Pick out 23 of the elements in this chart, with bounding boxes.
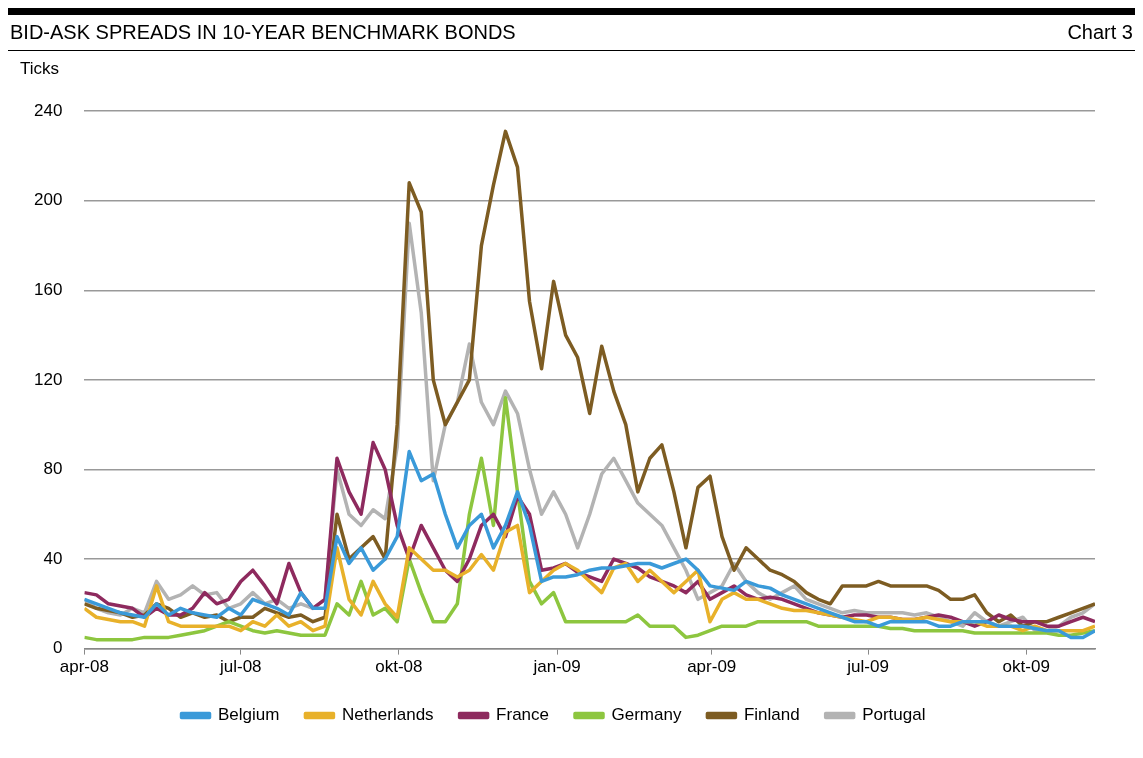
y-axis-title: Ticks [20,59,61,79]
y-tick-label: 40 [43,548,63,568]
y-tick-label: 200 [33,190,63,210]
legend-label: France [496,705,550,725]
y-tick-label: 0 [52,638,63,658]
x-tick-label: jan-09 [532,657,581,677]
x-tick-label: jul-09 [846,657,889,677]
legend-label: Finland [743,705,800,725]
legend-label: Portugal [862,705,926,725]
y-tick-label: 80 [43,459,63,479]
y-tick-label: 240 [33,100,63,120]
caption: Chart 3 [1067,21,1133,44]
legend-label: Belgium [218,705,280,725]
legend-label: Germany [611,705,682,725]
y-tick-label: 120 [33,369,63,389]
x-tick-label: jul-08 [218,657,262,677]
x-tick-label: okt-09 [1002,657,1050,677]
x-tick-label: apr-08 [59,657,109,677]
x-tick-label: okt-08 [375,657,423,677]
x-tick-label: apr-09 [687,657,737,677]
chart-title: BID-ASK SPREADS IN 10-YEAR BENCHMARK BONDS [10,21,516,44]
y-tick-label: 160 [33,280,63,300]
legend-label: Netherlands [341,705,434,725]
